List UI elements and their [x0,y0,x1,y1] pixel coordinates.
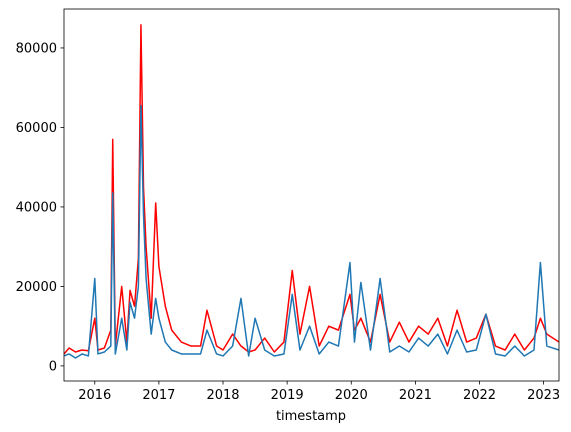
series-line [64,24,559,355]
series-line [64,104,559,359]
x-tick-label: 2021 [399,388,432,403]
plot-frame [63,8,560,382]
x-axis-label: timestamp [276,409,346,424]
y-tick-label: 20000 [16,280,57,295]
x-tick-label: 2020 [335,388,368,403]
y-tick-label: 0 [49,359,57,374]
x-tick-label: 2017 [142,388,175,403]
y-tick-label: 80000 [16,41,57,56]
x-tick-label: 2018 [206,388,239,403]
x-tick-label: 2016 [78,388,111,403]
x-tick-label: 2019 [271,388,304,403]
y-tick-label: 60000 [16,121,57,136]
x-tick-label: 2023 [527,388,560,403]
y-tick-label: 40000 [16,200,57,215]
x-tick-label: 2022 [463,388,496,403]
